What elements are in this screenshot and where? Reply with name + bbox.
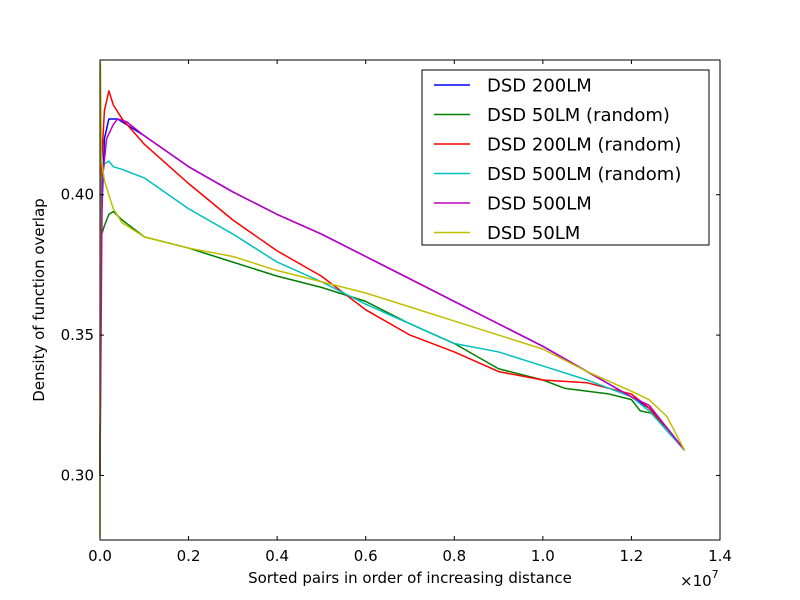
y-tick-label: 0.30 xyxy=(61,466,94,484)
legend-frame xyxy=(421,69,710,246)
x-tick-label: 0.4 xyxy=(265,547,289,565)
legend-label: DSD 50LM (random) xyxy=(487,105,670,126)
series-line-5 xyxy=(99,118,686,476)
y-tick-label: 0.35 xyxy=(61,326,94,344)
legend-label: DSD 200LM xyxy=(487,76,592,97)
legend-label: DSD 200LM (random) xyxy=(487,135,681,156)
legend: DSD 200LM DSD 50LM (random) DSD 200LM (ran… xyxy=(421,69,710,246)
series-lines xyxy=(99,62,686,538)
y-axis-label: Density of function overlap xyxy=(30,198,48,401)
x-tick-label: 0.6 xyxy=(354,547,378,565)
y-tick-label: 0.40 xyxy=(61,186,94,204)
legend-label: DSD 500LM xyxy=(487,194,592,215)
plot-area-frame xyxy=(99,59,721,541)
x-tick-label: 0.0 xyxy=(88,547,112,565)
x-axis-multiplier: ×107 xyxy=(680,568,719,590)
series-line-6 xyxy=(99,62,686,538)
x-axis-multiplier-exponent: 7 xyxy=(712,568,719,581)
axis-ticks: 0.0 0.2 0.4 0.6 0.8 1.0 1.2 1.4 0.30 0.35 0.40 xyxy=(61,60,732,565)
legend-label: DSD 50LM xyxy=(487,223,580,244)
x-tick-label: 1.4 xyxy=(708,547,732,565)
legend-label: DSD 500LM (random) xyxy=(487,164,681,185)
x-tick-label: 0.8 xyxy=(442,547,466,565)
x-axis-multiplier-base: ×10 xyxy=(680,572,712,590)
x-axis-label: Sorted pairs in order of increasing dist… xyxy=(248,569,572,587)
x-tick-label: 1.2 xyxy=(619,547,643,565)
series-line-2 xyxy=(99,210,686,476)
x-tick-label: 0.2 xyxy=(177,547,201,565)
x-tick-label: 1.0 xyxy=(531,547,555,565)
series-line-3 xyxy=(99,90,686,476)
